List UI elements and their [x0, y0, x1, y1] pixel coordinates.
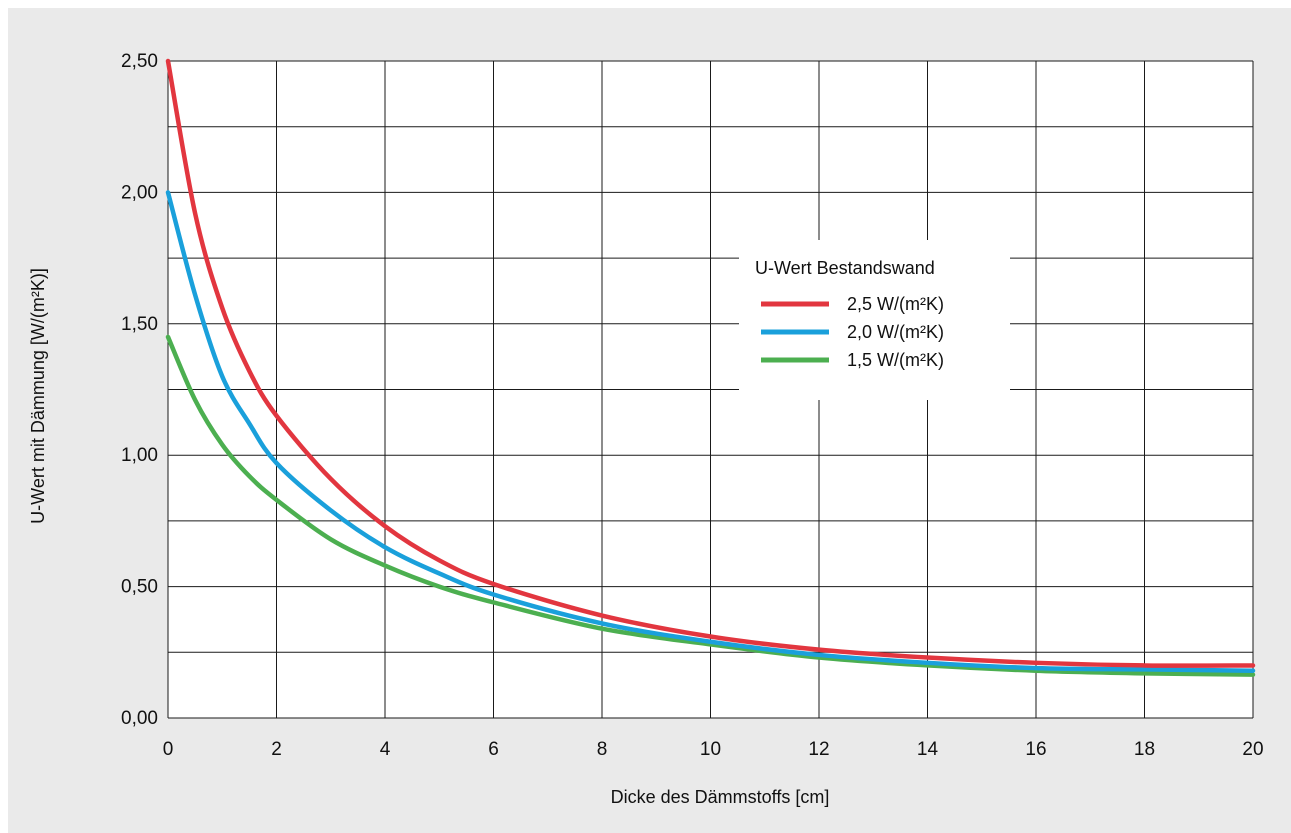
x-tick-label: 8: [597, 739, 608, 760]
y-tick-label: 1,50: [121, 314, 158, 335]
series-line: [165, 58, 1256, 668]
x-tick-label: 20: [1242, 739, 1263, 760]
y-tick-label: 2,00: [121, 182, 158, 203]
legend-title: U-Wert Bestandswand: [755, 258, 935, 278]
x-tick-label: 14: [917, 739, 939, 760]
x-tick-label: 16: [1025, 739, 1046, 760]
legend-box: [739, 240, 1010, 400]
x-tick-label: 4: [380, 739, 391, 760]
chart-svg: 0 2 4 6 8 10 12 14 16 18 20 0,00 0,50 1,00 1,50 2,00 2,5…: [28, 51, 1264, 807]
x-tick-label: 0: [163, 739, 174, 760]
y-tick-label: 2,50: [121, 51, 158, 72]
legend: U-Wert Bestandswand 2,5 W/(m²K) 2,0 W/(m²K…: [739, 240, 1010, 400]
y-tick-label: 0,50: [121, 577, 158, 598]
legend-label: 2,0 W/(m²K): [847, 322, 944, 342]
y-tick-label: 0,00: [121, 708, 158, 729]
series-line: [165, 334, 1256, 677]
series-lines: [165, 58, 1256, 677]
y-tick-label: 1,00: [121, 445, 158, 466]
x-tick-label: 6: [488, 739, 499, 760]
grid: [167, 60, 1254, 719]
y-axis-title: U-Wert mit Dämmung [W/(m²K)]: [28, 268, 48, 524]
x-tick-label: 10: [700, 739, 721, 760]
x-axis-title: Dicke des Dämmstoffs [cm]: [611, 787, 830, 807]
x-tick-label: 2: [271, 739, 282, 760]
x-tick-label: 12: [808, 739, 829, 760]
x-tick-label: 18: [1134, 739, 1155, 760]
chart-panel: 0 2 4 6 8 10 12 14 16 18 20 0,00 0,50 1,00 1,50 2,00 2,5…: [8, 8, 1291, 833]
axis-ticks: 0 2 4 6 8 10 12 14 16 18 20 0,00 0,50 1,00 1,50 2,00 2,5…: [121, 51, 1264, 760]
legend-label: 1,5 W/(m²K): [847, 350, 944, 370]
series-line: [165, 190, 1256, 673]
legend-label: 2,5 W/(m²K): [847, 294, 944, 314]
